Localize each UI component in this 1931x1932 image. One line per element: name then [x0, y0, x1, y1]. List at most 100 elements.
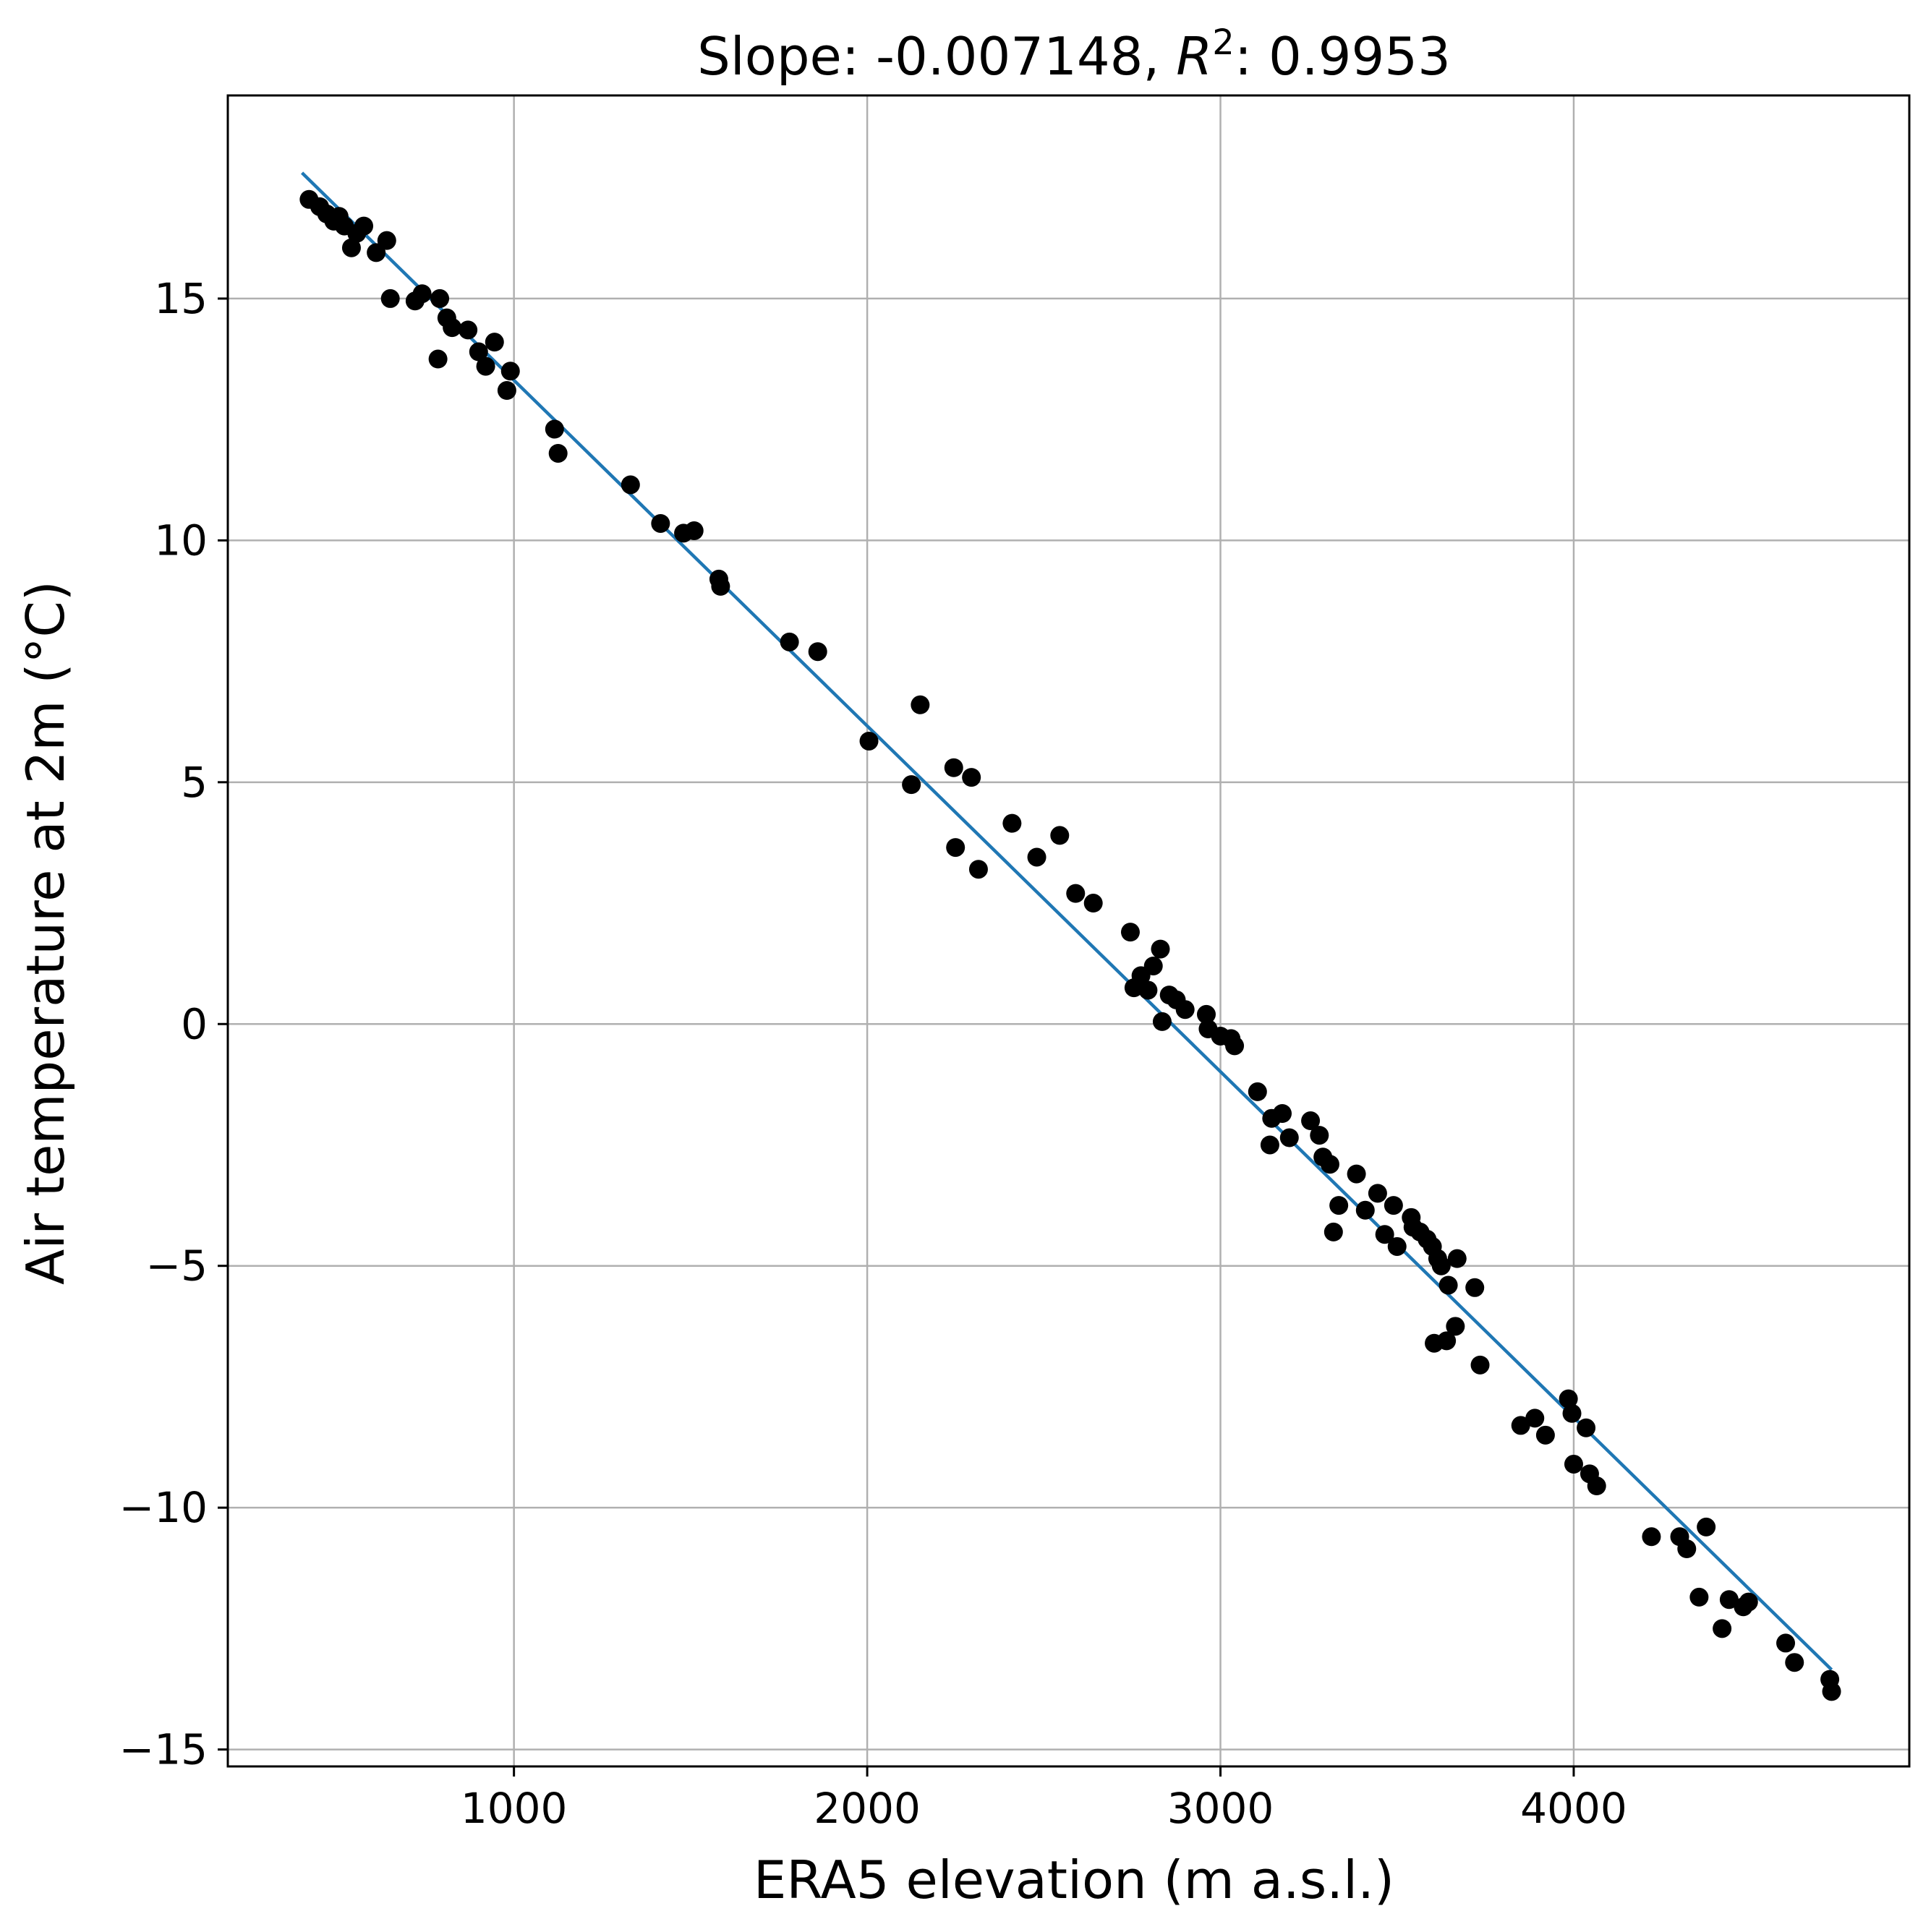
data-point	[1175, 1000, 1195, 1020]
data-point	[684, 521, 704, 540]
data-point	[944, 758, 963, 777]
data-point	[651, 513, 670, 533]
data-point	[1446, 1317, 1465, 1336]
data-point	[1447, 1249, 1467, 1268]
x-tick-label: 2000	[814, 1784, 921, 1833]
data-point	[1677, 1539, 1697, 1559]
data-point	[1196, 1004, 1216, 1024]
data-point	[1225, 1036, 1245, 1056]
data-point	[1002, 813, 1022, 833]
data-point	[500, 362, 520, 381]
title-r-symbol: R	[1176, 26, 1212, 87]
data-point	[354, 216, 374, 236]
y-tick-label: 0	[181, 999, 208, 1048]
data-point	[1066, 884, 1086, 903]
x-axis-label: ERA5 elevation (m a.s.l.)	[754, 1850, 1394, 1910]
data-point	[1375, 1225, 1394, 1244]
data-point	[711, 576, 730, 596]
data-point	[1739, 1592, 1758, 1612]
y-tick-label: −10	[119, 1483, 208, 1532]
data-point	[1719, 1590, 1739, 1610]
grid	[228, 95, 1909, 1766]
data-point	[1138, 980, 1158, 1000]
data-point	[1437, 1331, 1457, 1351]
data-point	[548, 443, 568, 463]
data-point	[1279, 1128, 1299, 1147]
data-point	[1562, 1403, 1582, 1423]
data-point	[1050, 826, 1070, 845]
x-tick-label: 1000	[461, 1784, 568, 1833]
data-point	[808, 642, 827, 662]
scatter-points	[299, 189, 1841, 1701]
data-point	[1822, 1682, 1841, 1701]
title-superscript: 2	[1212, 22, 1235, 63]
data-point	[1151, 939, 1170, 959]
data-point	[621, 475, 640, 495]
data-point	[1355, 1200, 1375, 1220]
data-point	[1387, 1236, 1407, 1256]
data-point	[430, 288, 450, 308]
data-point	[1785, 1653, 1804, 1672]
data-point	[1713, 1619, 1732, 1638]
y-axis-ticks: 15 10 5 0 −5 −10 −15	[119, 274, 228, 1774]
data-point	[962, 768, 981, 787]
data-point	[1273, 1104, 1292, 1124]
data-point	[377, 231, 396, 250]
data-point	[476, 356, 495, 376]
data-point	[485, 333, 504, 352]
data-point	[1438, 1275, 1458, 1295]
data-point	[545, 419, 564, 439]
data-point	[1152, 1012, 1172, 1031]
title-suffix: : 0.9953	[1235, 26, 1451, 87]
data-point	[1329, 1196, 1349, 1215]
title-prefix: Slope: -0.007148,	[697, 26, 1176, 87]
y-tick-label: 5	[181, 758, 208, 807]
data-point	[1535, 1425, 1555, 1445]
data-point	[1577, 1418, 1596, 1437]
y-axis-label: Air temperature at 2m (°C)	[15, 581, 76, 1285]
data-point	[1642, 1527, 1661, 1547]
data-point	[1323, 1222, 1343, 1241]
y-tick-label: −15	[119, 1725, 208, 1774]
data-point	[911, 695, 930, 714]
data-point	[1320, 1155, 1339, 1174]
data-point	[859, 731, 879, 751]
data-point	[428, 349, 448, 369]
data-point	[341, 238, 361, 257]
data-point	[1120, 923, 1140, 942]
data-point	[1083, 894, 1103, 913]
y-tick-label: 15	[154, 274, 208, 323]
data-point	[1776, 1633, 1796, 1653]
data-point	[459, 320, 478, 340]
data-point	[1559, 1389, 1578, 1409]
data-point	[1310, 1126, 1329, 1145]
data-point	[1697, 1517, 1716, 1536]
data-point	[1525, 1409, 1545, 1428]
data-point	[1511, 1416, 1530, 1435]
data-point	[1347, 1164, 1366, 1184]
x-tick-label: 3000	[1167, 1784, 1274, 1833]
data-point	[1384, 1196, 1403, 1215]
data-point	[780, 632, 799, 651]
chart-title: Slope: -0.007148, R2: 0.9953	[697, 22, 1451, 87]
data-point	[968, 860, 988, 879]
data-point	[1368, 1184, 1387, 1203]
data-point	[1470, 1355, 1490, 1375]
data-point	[1027, 847, 1047, 867]
data-point	[1431, 1256, 1451, 1275]
x-axis-ticks: 1000 2000 3000 4000	[461, 1766, 1627, 1833]
data-point	[380, 288, 400, 308]
data-point	[443, 318, 462, 338]
data-point	[1301, 1111, 1321, 1131]
y-tick-label: −5	[146, 1241, 208, 1291]
data-point	[412, 284, 432, 304]
data-point	[1143, 956, 1163, 975]
data-point	[1260, 1135, 1279, 1155]
y-tick-label: 10	[154, 516, 208, 565]
plot-frame	[226, 94, 1911, 1768]
data-point	[946, 838, 966, 858]
data-point	[469, 342, 488, 362]
data-point	[1248, 1082, 1267, 1101]
